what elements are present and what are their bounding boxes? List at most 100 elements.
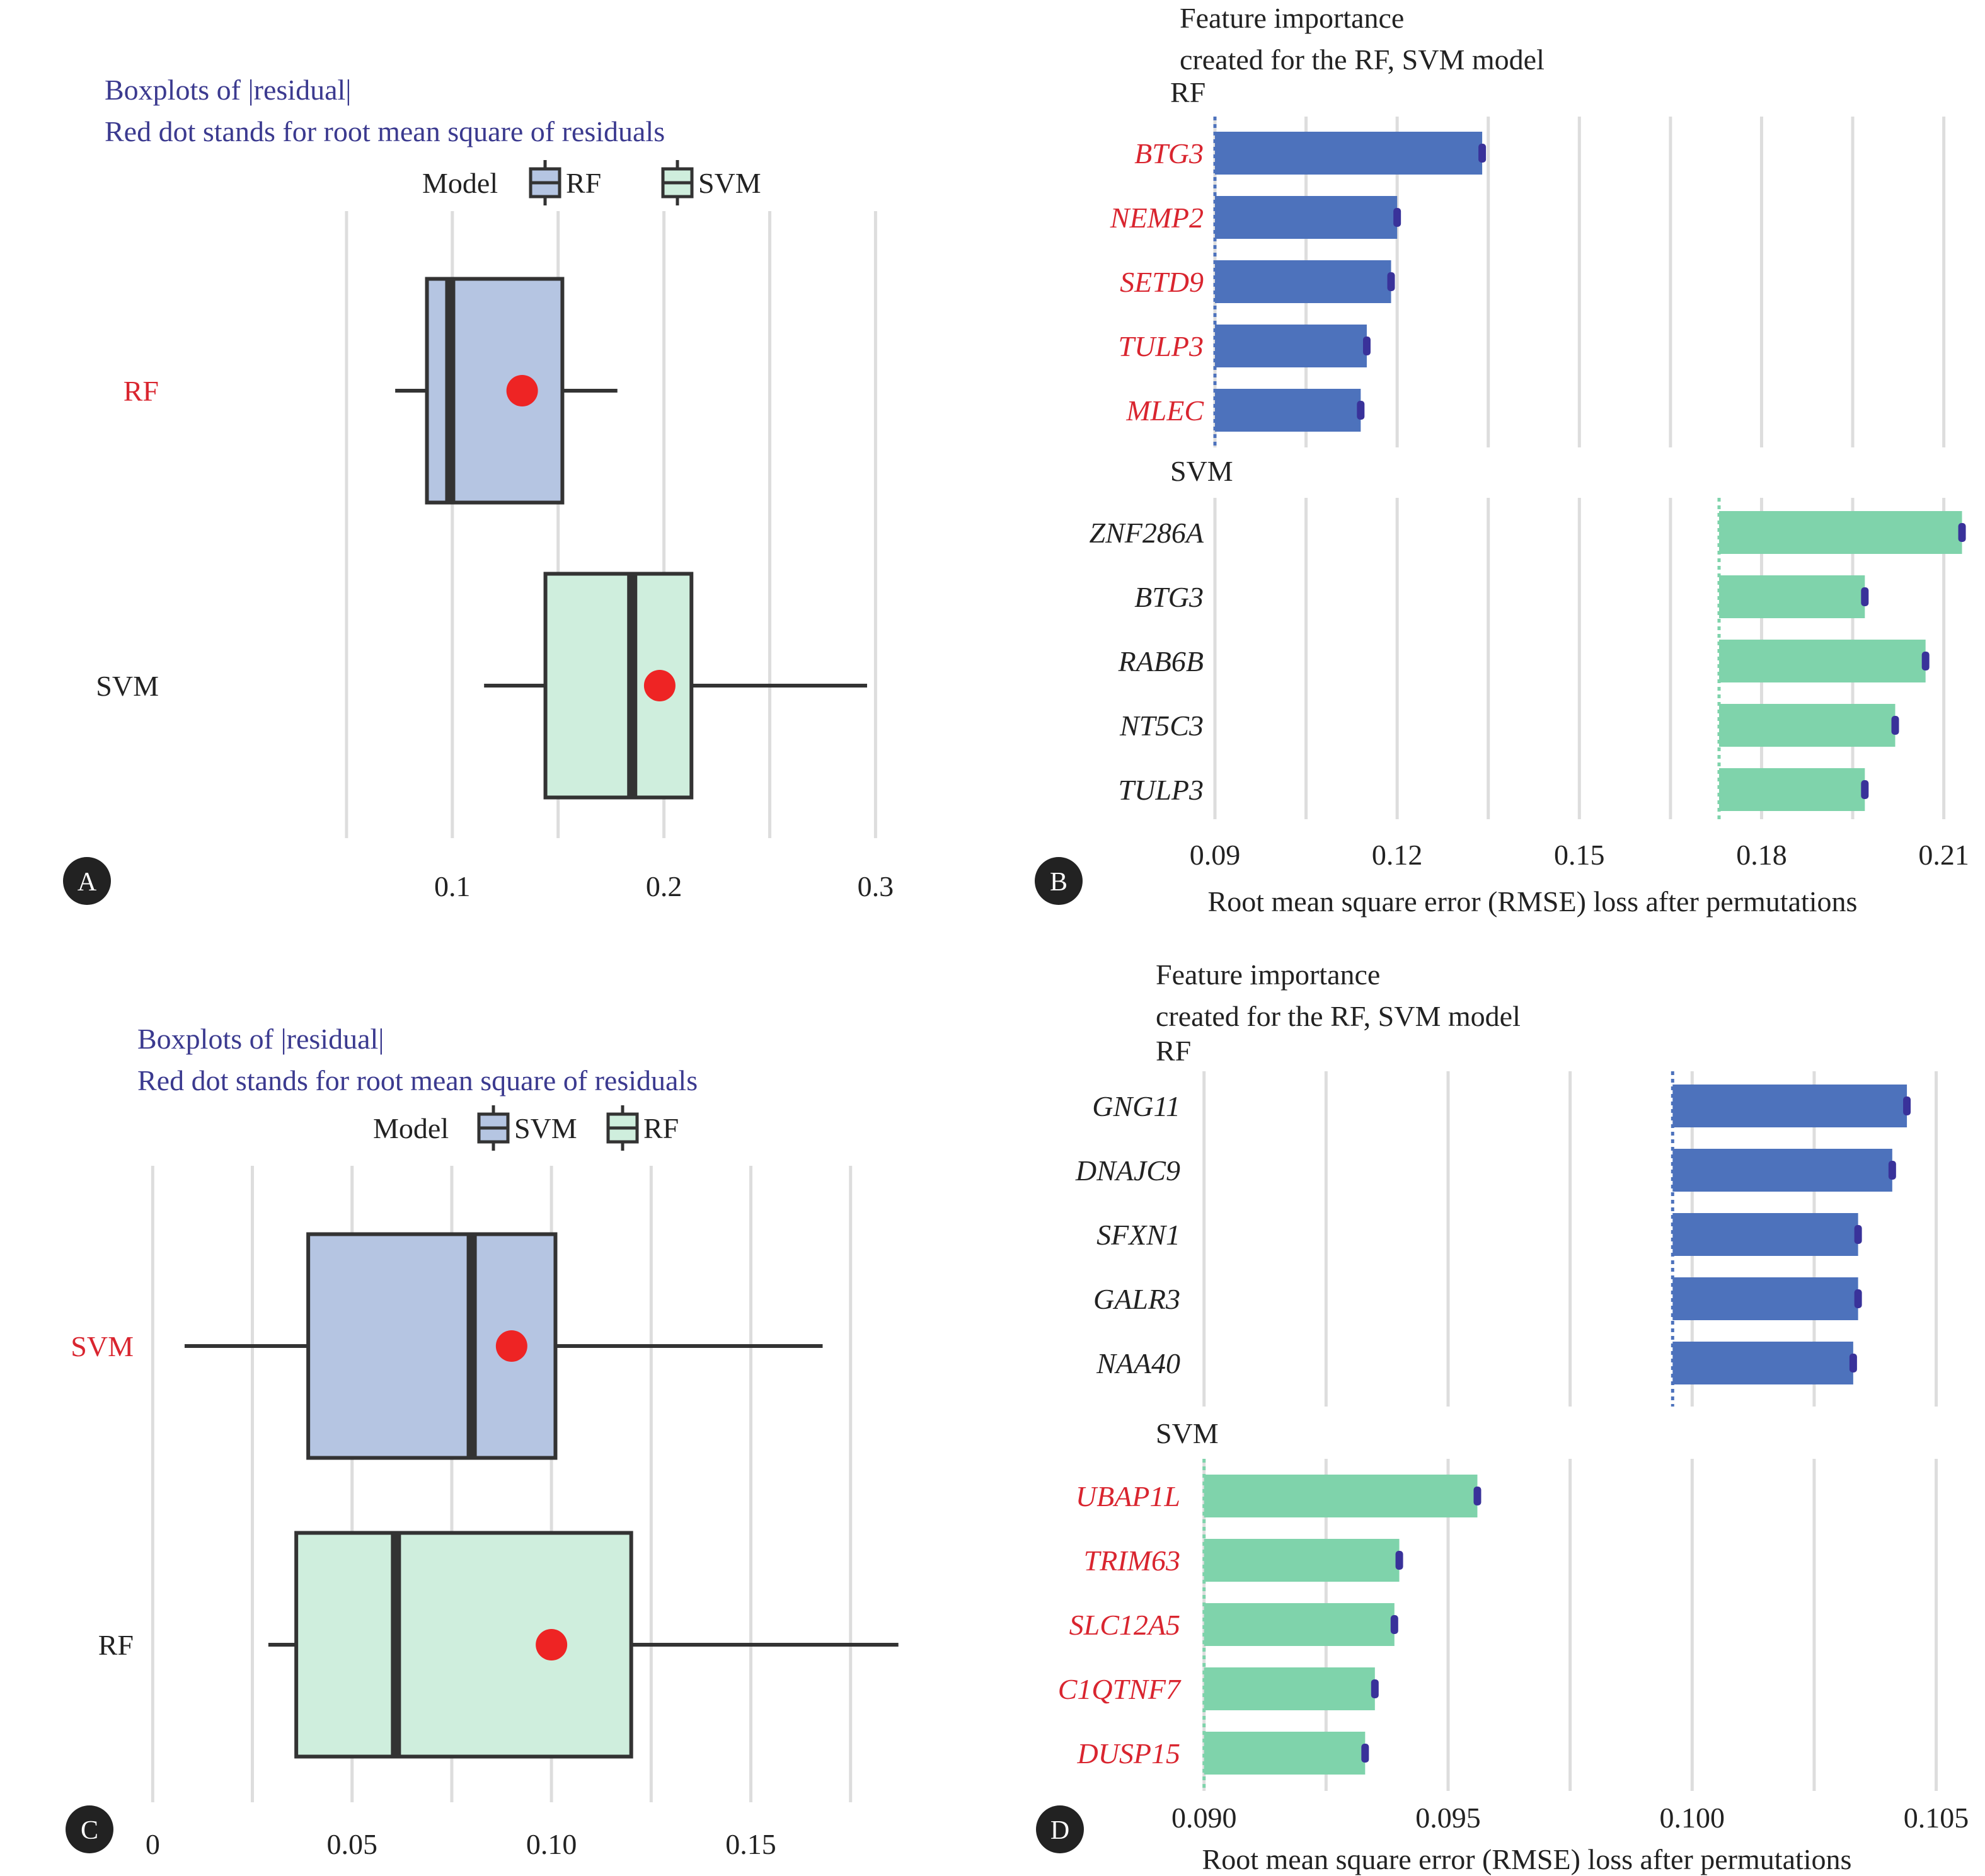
panel-b-badge-label: B [1050,868,1067,897]
panel-d-rf-feature-label: DNAJC9 [1075,1154,1180,1187]
panel-d-svm-bar [1204,1667,1375,1710]
panel-a-x-tick-label: 0.3 [858,870,894,902]
panel-c-svm-rmse-dot [495,1330,527,1362]
panel-c-legend-title: Model [373,1112,449,1144]
panel-d-rf-feature-label: GNG11 [1092,1090,1180,1122]
panel-a-x-tick-label: 0.1 [434,870,471,902]
panel-a-rf-rmse-dot [506,375,538,406]
panel-d-x-tick-label: 0.105 [1904,1802,1969,1834]
panel-a-svm-category-label: SVM [96,670,159,702]
panel-c-badge [66,1805,113,1853]
panel-d-svm-bar-error-mark [1361,1744,1369,1763]
panel-a-badge [63,857,111,905]
panel-b-svm-bar-error-mark [1861,780,1869,799]
panel-b-rf-bar-error-mark [1393,208,1401,227]
panel-b-x-tick-label: 0.18 [1736,839,1787,871]
panel-b-rf-feature-label: MLEC [1125,394,1204,427]
panel-b-rf-bar [1215,196,1398,239]
panel-d-title-line-2: created for the RF, SVM model [1156,1000,1521,1032]
panel-d-rf-feature-label: GALR3 [1093,1283,1180,1315]
panel-d-rf-bar [1672,1085,1907,1127]
panel-b-svm-bar-error-mark [1891,716,1899,735]
panel-b-rf-bar-error-mark [1478,144,1487,163]
panel-d-svm-bar-error-mark [1473,1487,1482,1505]
panel-d-svm-feature-label: UBAP1L [1076,1480,1180,1512]
panel-d-svm-bar-error-mark [1395,1551,1403,1570]
panel-b-svm-bar-error-mark [1958,523,1966,542]
panel-c-x-tick-label: 0.05 [326,1828,377,1860]
panel-a-legend-label-rf: RF [566,167,601,199]
panel-c-x-tick-label: 0.15 [725,1828,776,1860]
panel-d-x-tick-label: 0.100 [1660,1802,1725,1834]
panel-d-feature-importance: Feature importance created for the RF, SV… [1036,958,1969,1875]
panel-d-rf-bar [1672,1277,1858,1320]
panel-b-svm-bar-error-mark [1861,587,1869,606]
panel-d-x-tick-label: 0.090 [1171,1802,1237,1834]
panel-d-svm-bar [1204,1603,1395,1646]
panel-d-svm-feature-label: SLC12A5 [1069,1609,1180,1641]
panel-a-svm-rmse-dot [643,670,676,701]
panel-b-rf-bar [1215,132,1483,175]
panel-b-svm-feature-label: ZNF286A [1090,517,1204,549]
panel-d-svm-bar [1204,1539,1400,1582]
panel-d-title-line-1: Feature importance [1156,958,1380,991]
panel-c-x-tick-label: 0.10 [526,1828,577,1860]
panel-b-title-line-2: created for the RF, SVM model [1180,43,1545,76]
panel-a-title-line-2: Red dot stands for root mean square of r… [105,115,665,147]
panel-b-svm-bar [1718,511,1962,554]
panel-b-rf-bar-error-mark [1357,401,1365,420]
panel-b-rf-bar [1215,389,1361,432]
panel-d-rf-feature-label: SFXN1 [1096,1219,1180,1251]
panel-d-rf-bar-error-mark [1849,1354,1857,1372]
panel-a-badge-label: A [78,868,97,897]
panel-d-rf-feature-label: NAA40 [1096,1347,1180,1379]
panel-b-x-tick-label: 0.12 [1372,839,1423,871]
panel-b-title-line-1: Feature importance [1180,2,1404,34]
panel-b-rf-feature-label: TULP3 [1119,330,1204,362]
panel-c-x-tick-label: 0 [146,1828,160,1860]
panel-b-svm-bar [1718,575,1865,618]
panel-b-rf-bar [1215,325,1367,367]
panel-b-svm-feature-label: RAB6B [1118,645,1204,677]
panel-c-legend-label-svm: SVM [514,1112,577,1144]
panel-b-x-tick-label: 0.09 [1190,839,1241,871]
panel-b-rf-bar-error-mark [1362,337,1371,355]
panel-d-rf-bar-error-mark [1888,1161,1896,1180]
panel-a-title-line-1: Boxplots of |residual| [105,74,352,106]
panel-a-boxplot: Boxplots of |residual| Red dot stands for… [63,74,894,905]
panel-d-rf-bar-error-mark [1903,1096,1911,1115]
panel-b-rf-bar [1215,260,1391,303]
panel-d-svm-feature-label: TRIM63 [1084,1545,1180,1577]
panel-d-svm-bar [1204,1475,1478,1517]
panel-b-svm-bar [1718,704,1896,747]
panel-b-rf-feature-label: SETD9 [1120,266,1204,298]
panel-b-rf-group-label: RF [1170,76,1205,108]
panel-b-badge [1035,857,1083,905]
panel-b-svm-feature-label: NT5C3 [1119,710,1204,742]
panel-b-feature-importance: Feature importance created for the RF, SV… [1035,2,1969,918]
panel-c-title-line-1: Boxplots of |residual| [137,1023,384,1055]
panel-c-badge-label: C [81,1816,98,1845]
panel-b-svm-bar [1718,640,1926,682]
panel-b-svm-group-label: SVM [1170,455,1233,487]
panel-d-rf-bar [1672,1149,1892,1192]
panel-b-rf-bar-error-mark [1387,272,1395,291]
panel-c-title-line-2: Red dot stands for root mean square of r… [137,1064,698,1096]
panel-c-legend-label-rf: RF [643,1112,679,1144]
panel-b-x-axis-label: Root mean square error (RMSE) loss after… [1208,885,1858,918]
panel-d-svm-feature-label: DUSP15 [1076,1737,1180,1770]
panel-b-rf-feature-label: BTG3 [1134,137,1204,170]
panel-d-badge-label: D [1050,1816,1069,1845]
panel-b-svm-feature-label: TULP3 [1119,774,1204,806]
panel-a-legend-label-svm: SVM [698,167,761,199]
panel-d-rf-group-label: RF [1156,1035,1191,1067]
panel-d-rf-bar [1672,1342,1853,1384]
panel-d-svm-bar-error-mark [1371,1679,1379,1698]
panel-d-svm-group-label: SVM [1156,1417,1219,1449]
panel-d-rf-bar-error-mark [1854,1289,1862,1308]
panel-d-badge [1036,1805,1084,1853]
panel-b-svm-bar [1718,768,1865,811]
panel-c-boxplot: Boxplots of |residual| Red dot stands for… [66,1023,899,1860]
panel-b-rf-feature-label: NEMP2 [1110,202,1204,234]
